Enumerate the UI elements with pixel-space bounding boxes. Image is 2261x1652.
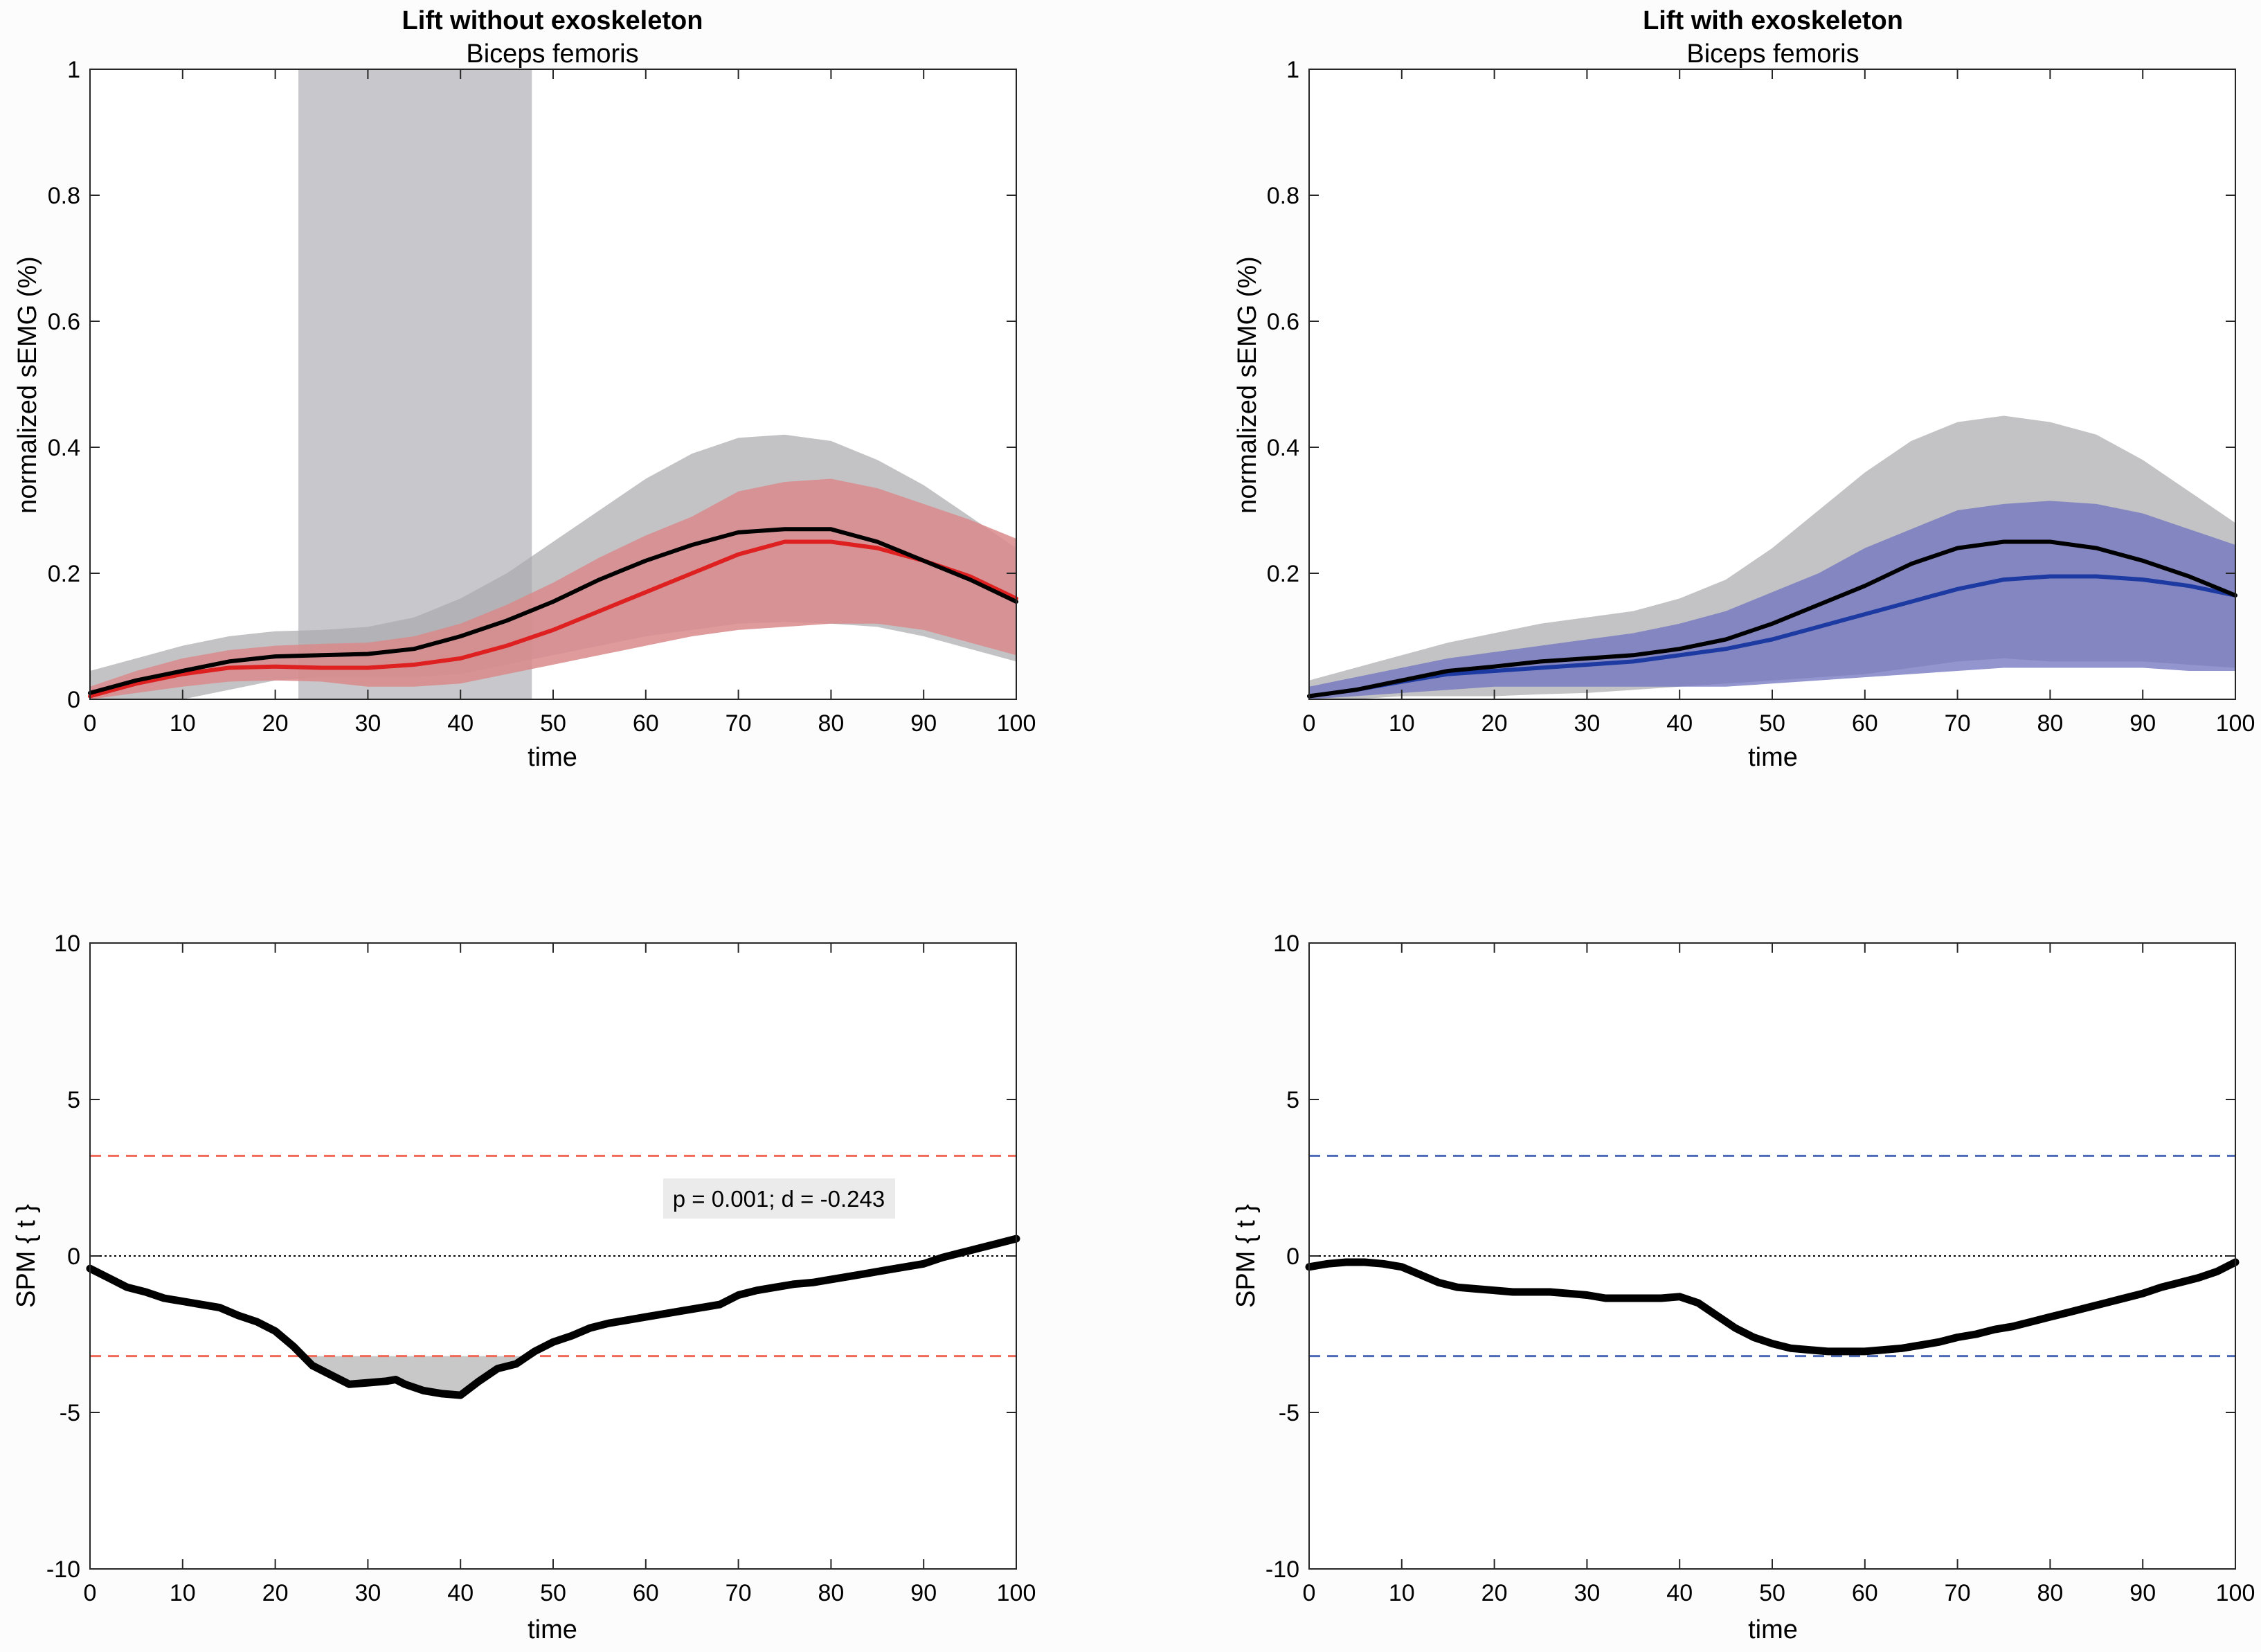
panel-title: Lift without exoskeleton — [402, 6, 703, 35]
x-tick-label: 70 — [1945, 710, 1971, 737]
y-tick-label: 10 — [1273, 931, 1299, 957]
y-tick-label: 1 — [67, 57, 80, 83]
annotation-box — [663, 1178, 895, 1219]
annotation-text: p = 0.001; d = -0.243 — [673, 1186, 885, 1212]
plot-area: 0 10 20 30 40 50 60 70 80 90 100 0 0.2 0.4 0.6 0.8 1 — [48, 57, 1036, 737]
panel-subtitle: Biceps femoris — [1686, 39, 1859, 69]
x-tick-label: 60 — [633, 710, 659, 737]
x-tick-label: 10 — [170, 1580, 196, 1606]
x-tick-label: 100 — [997, 1580, 1036, 1606]
y-tick-label: -10 — [1265, 1556, 1299, 1583]
x-tick-label: 80 — [818, 1580, 844, 1606]
y-tick-label: 1 — [1286, 57, 1299, 83]
y-tick-label: 0.2 — [1267, 561, 1299, 587]
panel-spm-without-exoskeleton: 0 10 20 30 40 50 60 70 80 90 100 -10 -5 0 5 10 time SPM… — [12, 931, 1036, 1644]
y-axis-label: SPM { t } — [1232, 1204, 1261, 1308]
x-tick-label: 10 — [1389, 1580, 1415, 1606]
x-tick-label: 100 — [997, 710, 1036, 737]
panel-lift-without-exoskeleton: Lift without exoskeleton Biceps femoris … — [13, 6, 1036, 772]
x-tick-label: 90 — [2129, 710, 2156, 737]
x-tick-label: 0 — [1303, 710, 1316, 737]
y-tick-label: 0 — [1286, 1244, 1299, 1270]
x-tick-label: 60 — [1852, 1580, 1878, 1606]
x-axis-label: time — [1748, 1615, 1798, 1644]
x-tick-label: 30 — [1574, 710, 1600, 737]
x-tick-label: 20 — [262, 710, 289, 737]
series-line — [88, 527, 1018, 695]
y-tick-label: -5 — [60, 1400, 80, 1426]
x-tick-label: 50 — [540, 1580, 566, 1606]
y-tick-label: 10 — [54, 931, 80, 957]
x-axis-label: time — [528, 743, 577, 772]
x-tick-label: 70 — [726, 710, 752, 737]
x-tick-label: 90 — [910, 1580, 937, 1606]
series-line — [1305, 1258, 2240, 1356]
y-tick-label: 5 — [1286, 1087, 1299, 1113]
y-tick-label: -5 — [1279, 1400, 1299, 1426]
y-tick-label: 0 — [67, 687, 80, 713]
x-tick-label: 40 — [1666, 710, 1693, 737]
x-tick-label: 50 — [1759, 710, 1785, 737]
x-axis-label: time — [528, 1615, 577, 1644]
panel-title: Lift with exoskeleton — [1643, 6, 1903, 35]
x-tick-label: 80 — [2037, 1580, 2063, 1606]
x-tick-label: 40 — [447, 710, 474, 737]
x-tick-label: 80 — [818, 710, 844, 737]
x-tick-label: 20 — [1481, 710, 1508, 737]
panel-spm-with-exoskeleton: 0 10 20 30 40 50 60 70 80 90 100 -10 -5 0 5 10 time SPM… — [1232, 931, 2255, 1644]
x-tick-label: 100 — [2216, 1580, 2255, 1606]
series-line — [88, 539, 1018, 699]
y-tick-label: 0.4 — [1267, 435, 1299, 461]
x-tick-label: 30 — [354, 710, 381, 737]
y-tick-label: 0.8 — [48, 183, 80, 209]
x-tick-label: 40 — [1666, 1580, 1693, 1606]
x-tick-label: 50 — [1759, 1580, 1785, 1606]
x-tick-label: 30 — [354, 1580, 381, 1606]
x-tick-label: 70 — [726, 1580, 752, 1606]
axes-background — [90, 943, 1016, 1569]
x-tick-label: 80 — [2037, 710, 2063, 737]
x-tick-label: 0 — [84, 1580, 97, 1606]
panel-lift-with-exoskeleton: Lift with exoskeleton Biceps femoris 0 10… — [1233, 6, 2255, 772]
y-tick-label: 0.4 — [48, 435, 80, 461]
y-axis-label: SPM { t } — [12, 1204, 41, 1308]
y-axis-label: normalized sEMG (%) — [13, 256, 42, 514]
series-line — [1307, 539, 2237, 699]
x-tick-label: 0 — [84, 710, 97, 737]
panel-subtitle: Biceps femoris — [466, 39, 638, 69]
plot-area: 0 10 20 30 40 50 60 70 80 90 100 -10 -5 0 5 10 — [1265, 931, 2255, 1606]
x-tick-label: 90 — [910, 710, 937, 737]
y-axis-label: normalized sEMG (%) — [1233, 256, 1262, 514]
y-tick-label: 0.6 — [48, 309, 80, 335]
plot-area: 0 10 20 30 40 50 60 70 80 90 100 0.2 0.4 0.6 0.8 1 — [1267, 57, 2255, 737]
y-tick-label: 0 — [67, 1244, 80, 1270]
x-tick-label: 70 — [1945, 1580, 1971, 1606]
x-tick-label: 40 — [447, 1580, 474, 1606]
sd-band — [90, 478, 1016, 699]
sd-band — [1309, 501, 2235, 699]
series-line — [1307, 574, 2237, 699]
x-tick-label: 10 — [170, 710, 196, 737]
y-tick-label: 0.6 — [1267, 309, 1299, 335]
axes-background — [1309, 943, 2235, 1569]
x-axis-label: time — [1748, 743, 1798, 772]
x-tick-label: 60 — [633, 1580, 659, 1606]
y-tick-label: -10 — [46, 1556, 80, 1583]
x-tick-label: 90 — [2129, 1580, 2156, 1606]
x-tick-label: 50 — [540, 710, 566, 737]
x-tick-label: 20 — [262, 1580, 289, 1606]
x-tick-label: 60 — [1852, 710, 1878, 737]
x-tick-label: 100 — [2216, 710, 2255, 737]
x-tick-label: 10 — [1389, 710, 1415, 737]
x-tick-label: 0 — [1303, 1580, 1316, 1606]
series-line — [86, 1234, 1020, 1399]
y-tick-label: 0.2 — [48, 561, 80, 587]
y-tick-label: 0.8 — [1267, 183, 1299, 209]
x-tick-label: 20 — [1481, 1580, 1508, 1606]
y-tick-label: 5 — [67, 1087, 80, 1113]
x-tick-label: 30 — [1574, 1580, 1600, 1606]
plot-area: 0 10 20 30 40 50 60 70 80 90 100 -10 -5 0 5 10 — [46, 931, 1036, 1606]
